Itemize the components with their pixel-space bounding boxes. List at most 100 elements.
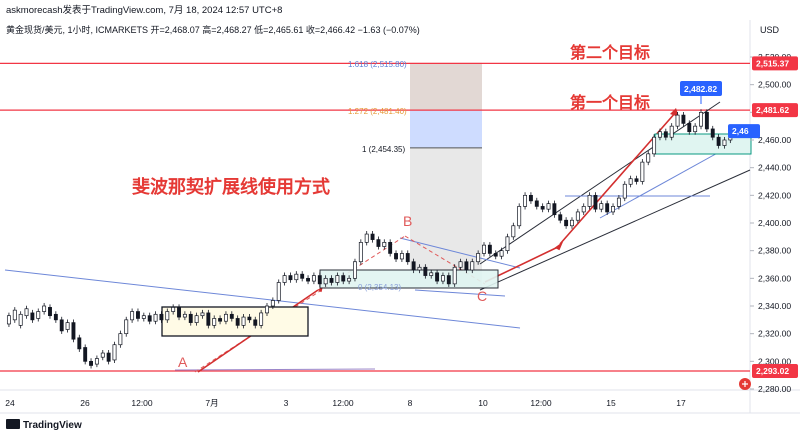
candle[interactable] xyxy=(376,236,381,250)
candle[interactable] xyxy=(53,311,58,323)
candle[interactable] xyxy=(458,258,463,271)
candle[interactable] xyxy=(112,341,117,363)
candle[interactable] xyxy=(218,315,223,325)
candle[interactable] xyxy=(177,304,181,321)
candle[interactable] xyxy=(605,200,610,215)
candle[interactable] xyxy=(206,309,211,329)
candle[interactable] xyxy=(329,275,334,286)
candle[interactable] xyxy=(693,123,698,135)
candle[interactable] xyxy=(534,197,539,210)
candle[interactable] xyxy=(276,279,281,304)
candle[interactable] xyxy=(587,192,592,210)
candle[interactable] xyxy=(136,308,140,322)
candle[interactable] xyxy=(470,258,475,274)
candle[interactable] xyxy=(42,302,47,315)
candle[interactable] xyxy=(353,258,357,282)
candle[interactable] xyxy=(669,123,674,141)
candle[interactable] xyxy=(188,311,193,326)
candle[interactable] xyxy=(153,311,158,325)
candle[interactable] xyxy=(341,272,346,285)
alert-clock-icon[interactable] xyxy=(739,378,751,390)
candle[interactable] xyxy=(106,349,111,365)
candle[interactable] xyxy=(464,258,469,274)
candle[interactable] xyxy=(335,272,340,286)
candle[interactable] xyxy=(159,311,164,323)
candle[interactable] xyxy=(94,355,99,368)
candle[interactable] xyxy=(704,109,709,132)
candle[interactable] xyxy=(18,311,23,329)
candle[interactable] xyxy=(247,314,252,323)
candle[interactable] xyxy=(552,200,557,218)
candle[interactable] xyxy=(382,239,387,250)
candle[interactable] xyxy=(558,211,563,224)
candle[interactable] xyxy=(710,125,715,141)
candle[interactable] xyxy=(294,271,299,283)
consolidation-box-a[interactable] xyxy=(161,306,309,337)
candle[interactable] xyxy=(399,250,404,263)
candle[interactable] xyxy=(722,136,727,149)
candle[interactable] xyxy=(640,159,645,185)
candle[interactable] xyxy=(323,275,328,287)
candle[interactable] xyxy=(581,203,586,215)
candle[interactable] xyxy=(687,120,692,135)
candle[interactable] xyxy=(147,312,152,325)
fib-zone-1[interactable] xyxy=(410,147,482,287)
candle[interactable] xyxy=(652,134,657,157)
candle[interactable] xyxy=(487,242,492,257)
candle[interactable] xyxy=(6,312,11,328)
candle[interactable] xyxy=(646,150,651,166)
candle[interactable] xyxy=(165,308,170,323)
candle[interactable] xyxy=(282,272,287,286)
candle[interactable] xyxy=(270,297,275,310)
candle[interactable] xyxy=(611,203,615,215)
candle[interactable] xyxy=(194,312,199,326)
candle[interactable] xyxy=(253,316,258,329)
candle[interactable] xyxy=(699,109,703,130)
fib-zone-1272[interactable] xyxy=(410,110,482,148)
candle[interactable] xyxy=(24,305,29,319)
candle[interactable] xyxy=(446,272,451,287)
candle[interactable] xyxy=(200,309,205,319)
candle[interactable] xyxy=(212,315,217,329)
candle[interactable] xyxy=(663,128,668,141)
candle[interactable] xyxy=(429,269,434,279)
candle[interactable] xyxy=(370,231,375,243)
candle[interactable] xyxy=(229,311,234,322)
candle[interactable] xyxy=(306,275,311,285)
candle[interactable] xyxy=(634,175,639,185)
candle[interactable] xyxy=(394,250,398,263)
candle[interactable] xyxy=(130,308,135,323)
candle[interactable] xyxy=(452,264,457,287)
candle[interactable] xyxy=(317,272,322,287)
candle[interactable] xyxy=(423,264,428,279)
channel-upper-line[interactable] xyxy=(479,101,721,265)
candle[interactable] xyxy=(235,315,240,329)
time-axis[interactable]: 24 26 12:00 7月 3 12:00 8 10 12:00 15 17 xyxy=(5,398,686,408)
candle[interactable] xyxy=(482,242,486,257)
candle[interactable] xyxy=(83,344,88,365)
candle[interactable] xyxy=(658,128,662,141)
candle[interactable] xyxy=(546,200,551,213)
fib-zone-1618[interactable] xyxy=(410,62,482,111)
candle[interactable] xyxy=(716,134,721,149)
c-base-line[interactable] xyxy=(414,289,506,297)
candle[interactable] xyxy=(124,316,129,337)
fib-extension-tool[interactable] xyxy=(410,62,482,287)
candle[interactable] xyxy=(259,309,264,329)
candle[interactable] xyxy=(36,308,41,322)
candle[interactable] xyxy=(77,334,82,352)
candle[interactable] xyxy=(575,208,580,224)
candle[interactable] xyxy=(12,307,17,323)
candle[interactable] xyxy=(48,304,52,319)
candle[interactable] xyxy=(388,239,393,257)
candle[interactable] xyxy=(347,275,352,285)
candle[interactable] xyxy=(59,316,64,334)
candle[interactable] xyxy=(71,319,76,343)
candle[interactable] xyxy=(599,200,604,213)
drawing-lines[interactable] xyxy=(0,62,751,373)
candle[interactable] xyxy=(358,239,363,265)
candle[interactable] xyxy=(523,192,528,210)
candle[interactable] xyxy=(440,272,445,285)
candle[interactable] xyxy=(593,192,598,213)
candle[interactable] xyxy=(223,311,228,325)
